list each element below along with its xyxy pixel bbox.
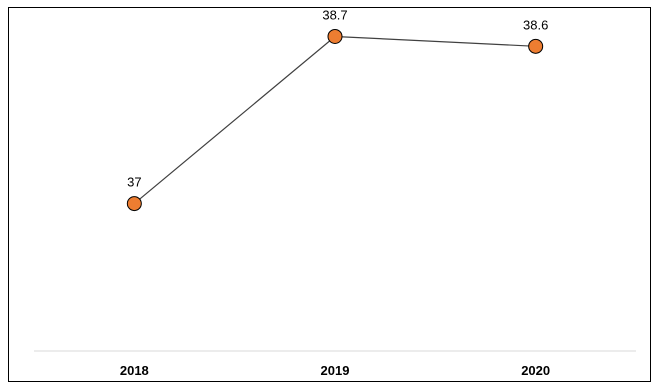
data-point-2018 — [126, 196, 142, 212]
x-tick-label-2018: 2018 — [120, 363, 149, 378]
markers-group — [126, 28, 544, 212]
data-label-2019: 38.7 — [322, 7, 347, 22]
data-point-2019 — [327, 28, 343, 44]
data-point-2020 — [528, 38, 544, 54]
series-line — [133, 35, 536, 205]
x-tick-labels-group: 2018 2019 2020 — [120, 363, 550, 378]
data-label-2020: 38.6 — [523, 17, 548, 32]
x-tick-label-2020: 2020 — [521, 363, 550, 378]
chart-frame — [8, 7, 651, 382]
data-labels-group: 37 38.7 38.6 — [127, 7, 548, 189]
data-label-2018: 37 — [127, 175, 141, 190]
x-tick-label-2019: 2019 — [321, 363, 350, 378]
